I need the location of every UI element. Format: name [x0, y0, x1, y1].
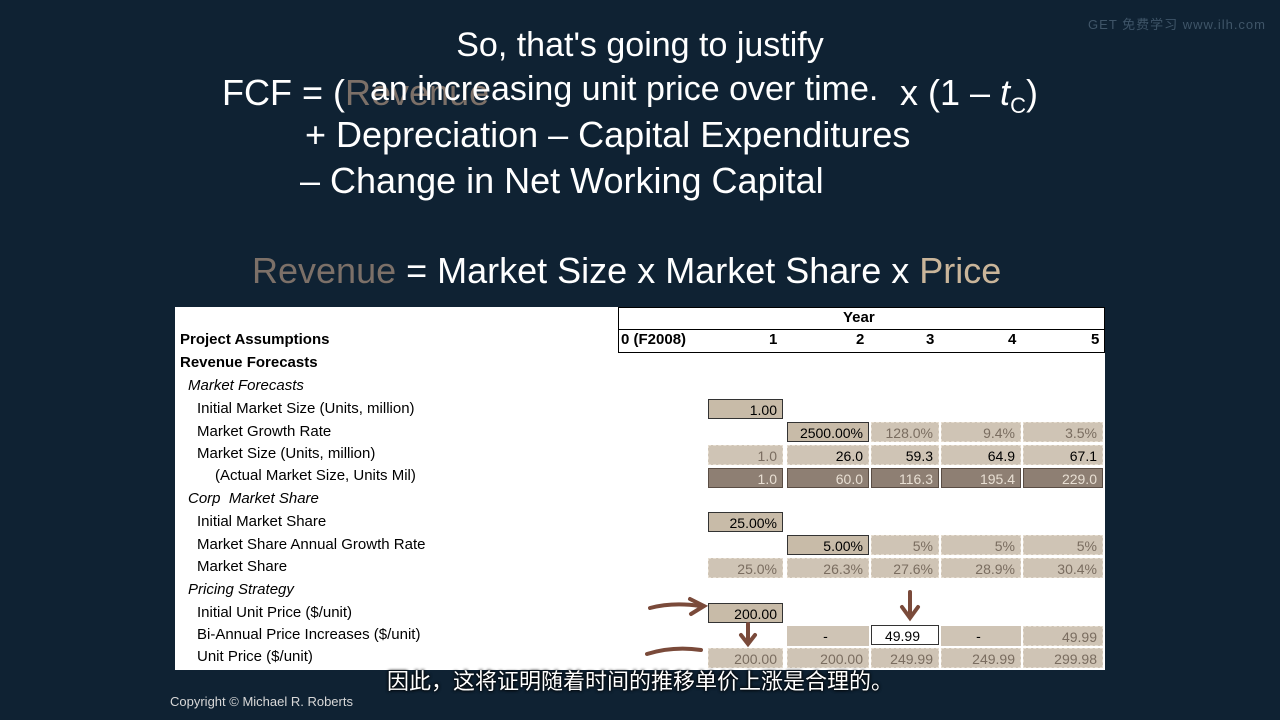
bi-annual-y4: - [941, 626, 1021, 646]
unit-price-y2: 200.00 [787, 648, 869, 668]
copyright: Copyright © Michael R. Roberts [170, 694, 353, 709]
actual-market-y4: 195.4 [941, 468, 1021, 488]
arrow-to-unit-price [645, 646, 703, 656]
share-growth-y2[interactable]: 5.00% [787, 535, 869, 555]
project-assumptions-table: Year Project Assumptions 0 (F2008) 1 2 3… [175, 307, 1105, 670]
market-share-y2: 26.3% [787, 558, 869, 578]
market-growth-y5: 3.5% [1023, 422, 1103, 442]
tc-subscript: C [1010, 93, 1026, 119]
initial-market-share-label: Initial Market Share [197, 513, 327, 530]
market-share-y1: 25.0% [708, 558, 783, 578]
market-share-y5: 30.4% [1023, 558, 1103, 578]
year-col-5: 5 [1091, 331, 1100, 348]
year-col-1: 1 [769, 331, 778, 348]
year-col-3: 3 [926, 331, 935, 348]
share-growth-y3: 5% [871, 535, 939, 555]
unit-price-y5: 299.98 [1023, 648, 1103, 668]
caption-line1: So, that's going to justify [456, 26, 824, 64]
actual-market-y5: 229.0 [1023, 468, 1103, 488]
bi-annual-y3[interactable]: 49.99 [871, 625, 939, 645]
pricing-strategy-heading: Pricing Strategy [188, 581, 294, 598]
market-size-y4: 64.9 [941, 445, 1021, 465]
fcf-formula-line2: + Depreciation – Capital Expenditures [305, 114, 911, 155]
year-col-0: 0 (F2008) [621, 331, 687, 348]
revenue-term: Revenue [252, 250, 397, 291]
arrow-to-initial-price [648, 597, 709, 616]
tc-symbol: t [1000, 72, 1011, 113]
unit-price-y1: 200.00 [708, 648, 783, 668]
unit-price-label: Unit Price ($/unit) [197, 648, 313, 665]
market-growth-y3: 128.0% [871, 422, 939, 442]
market-share-label: Market Share [197, 558, 288, 575]
share-growth-y4: 5% [941, 535, 1021, 555]
project-assumptions-title: Project Assumptions [180, 331, 330, 348]
bi-annual-label: Bi-Annual Price Increases ($/unit) [197, 626, 421, 643]
revenue-forecasts-heading: Revenue Forecasts [180, 354, 318, 371]
tc-close: ) [1025, 72, 1038, 113]
unit-price-y4: 249.99 [941, 648, 1021, 668]
actual-market-y3: 116.3 [871, 468, 939, 488]
initial-unit-price-label: Initial Unit Price ($/unit) [197, 604, 353, 621]
fcf-formula-line3: – Change in Net Working Capital [300, 160, 824, 201]
bi-annual-y5: 49.99 [1023, 626, 1103, 646]
actual-market-y2: 60.0 [787, 468, 869, 488]
unit-price-y3: 249.99 [871, 648, 939, 668]
share-growth-y5: 5% [1023, 535, 1103, 555]
fcf-revenue-term: Revenue [345, 72, 490, 113]
fcf-prefix: FCF = ( [222, 72, 345, 113]
price-term: Price [919, 250, 1002, 291]
subtitle: 因此，这将证明随着时间的推移单价上涨是合理的。 [386, 669, 893, 694]
initial-unit-price-input[interactable]: 200.00 [708, 603, 783, 623]
market-growth-y4: 9.4% [941, 422, 1021, 442]
bi-annual-y2: - [787, 626, 869, 646]
corp-market-share-heading: Corp Market Share [188, 490, 319, 507]
initial-market-share-input[interactable]: 25.00% [708, 512, 783, 532]
revenue-middle: = Market Size x Market Share x [396, 250, 920, 291]
revenue-equation: Revenue = Market Size x Market Share x P… [252, 250, 1001, 292]
market-size-y3: 59.3 [871, 445, 939, 465]
initial-market-size-input[interactable]: 1.00 [708, 399, 783, 419]
market-forecasts-heading: Market Forecasts [188, 377, 304, 394]
year-header: Year [843, 309, 875, 326]
share-growth-label: Market Share Annual Growth Rate [197, 536, 426, 553]
watermark: GET 免费学习 www.ilh.com [1088, 17, 1266, 32]
fcf-tax-term: x (1 – tC) [900, 72, 1038, 119]
initial-market-size-label: Initial Market Size (Units, million) [197, 400, 415, 417]
market-share-y4: 28.9% [941, 558, 1021, 578]
caption-line2: an increasing unit price over time. [370, 70, 879, 108]
fcf-formula-line1: FCF = (Revenue Costs Depreciation) x (1 … [222, 72, 915, 114]
market-size-label: Market Size (Units, million) [197, 445, 376, 462]
arrow-down-unit-price [739, 622, 757, 648]
actual-market-size-label: (Actual Market Size, Units Mil) [215, 467, 416, 484]
arrow-down-bi-annual [900, 590, 920, 622]
market-size-y1: 1.0 [708, 445, 783, 465]
market-size-y2: 26.0 [787, 445, 869, 465]
actual-market-y1: 1.0 [708, 468, 783, 488]
year-col-2: 2 [856, 331, 865, 348]
market-growth-y2[interactable]: 2500.00% [787, 422, 869, 442]
market-size-y5: 67.1 [1023, 445, 1103, 465]
market-growth-rate-label: Market Growth Rate [197, 423, 332, 440]
market-share-y3: 27.6% [871, 558, 939, 578]
year-col-4: 4 [1008, 331, 1017, 348]
